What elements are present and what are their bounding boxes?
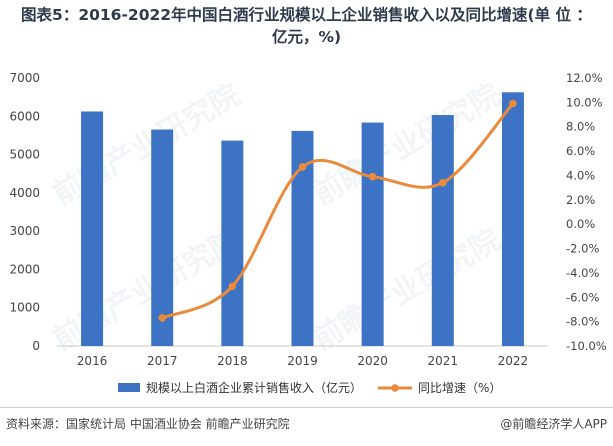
x-tick-label: 2020 (357, 354, 388, 368)
legend-line-marker (391, 384, 399, 392)
y-left-tick-label: 5000 (9, 148, 40, 162)
bar-2022 (501, 92, 524, 346)
growth-point (298, 163, 307, 171)
y-right-tick-label: 4.0% (566, 168, 595, 182)
growth-line (161, 102, 515, 320)
y-right-tick-label: -6.0% (566, 290, 599, 304)
y-left-tick-label: 2000 (9, 262, 40, 276)
x-tick-label: 2017 (147, 354, 178, 368)
y-right-tick-label: -10.0% (566, 339, 607, 353)
y-left-tick-label: 0 (32, 339, 40, 353)
legend-bar-swatch (118, 383, 140, 392)
y-right-tick-label: 8.0% (566, 120, 595, 134)
y-left-tick-label: 3000 (9, 224, 40, 238)
title-line-2: 亿元，%) (271, 28, 342, 46)
y-left-tick-label: 4000 (9, 186, 40, 200)
x-tick-label: 2016 (77, 354, 108, 368)
footer: 资料来源：国家统计局 中国酒业协会 前瞻产业研究院 @前瞻经济学人APP (6, 415, 607, 435)
y-right-tick-label: 6.0% (566, 144, 595, 158)
x-tick-label: 2022 (498, 354, 529, 368)
y-right-tick-label: 2.0% (566, 193, 595, 207)
bar-2020 (361, 122, 384, 346)
bar-2016 (81, 111, 104, 346)
legend-line-label: 同比增速（%） (418, 381, 501, 395)
growth-point (368, 172, 377, 181)
y-right-tick-label: 10.0% (566, 95, 603, 109)
growth-point (158, 314, 167, 322)
bar-2018 (221, 140, 244, 346)
footer-divider (0, 407, 613, 408)
y-left-tick-label: 6000 (9, 109, 40, 123)
x-tick-label: 2021 (428, 354, 459, 368)
y-left-tick-label: 1000 (9, 301, 40, 315)
growth-point (509, 99, 517, 108)
y-right-tick-label: -4.0% (566, 266, 599, 280)
chart-title: 图表5：2016-2022年中国白酒行业规模以上企业销售收入以及同比增速(单 位… (0, 4, 613, 48)
brand-label: @前瞻经济学人APP (500, 417, 607, 431)
bar-2017 (151, 129, 174, 346)
chart-canvas: 0 1000 2000 3000 4000 5000 6000 7000 -10.0% -8.0%… (9, 71, 607, 395)
x-tick-label: 2018 (217, 354, 248, 368)
growth-point (228, 282, 237, 291)
title-line-1: 图表5：2016-2022年中国白酒行业规模以上企业销售收入以及同比增速(单 位… (21, 6, 592, 24)
y-right-tick-label: -8.0% (566, 315, 599, 329)
growth-point (438, 178, 447, 187)
bar-2019 (291, 130, 314, 346)
source-note: 资料来源：国家统计局 中国酒业协会 前瞻产业研究院 (6, 417, 290, 431)
y-right-tick-label: -2.0% (566, 242, 599, 256)
legend-bar-label: 规模以上白酒企业累计销售收入（亿元） (146, 380, 362, 395)
y-left-tick-label: 7000 (9, 71, 40, 85)
bar-2021 (431, 115, 454, 347)
y-right-tick-label: 0.0% (566, 217, 595, 231)
y-right-tick-label: 12.0% (566, 71, 603, 85)
x-tick-label: 2019 (287, 354, 318, 368)
